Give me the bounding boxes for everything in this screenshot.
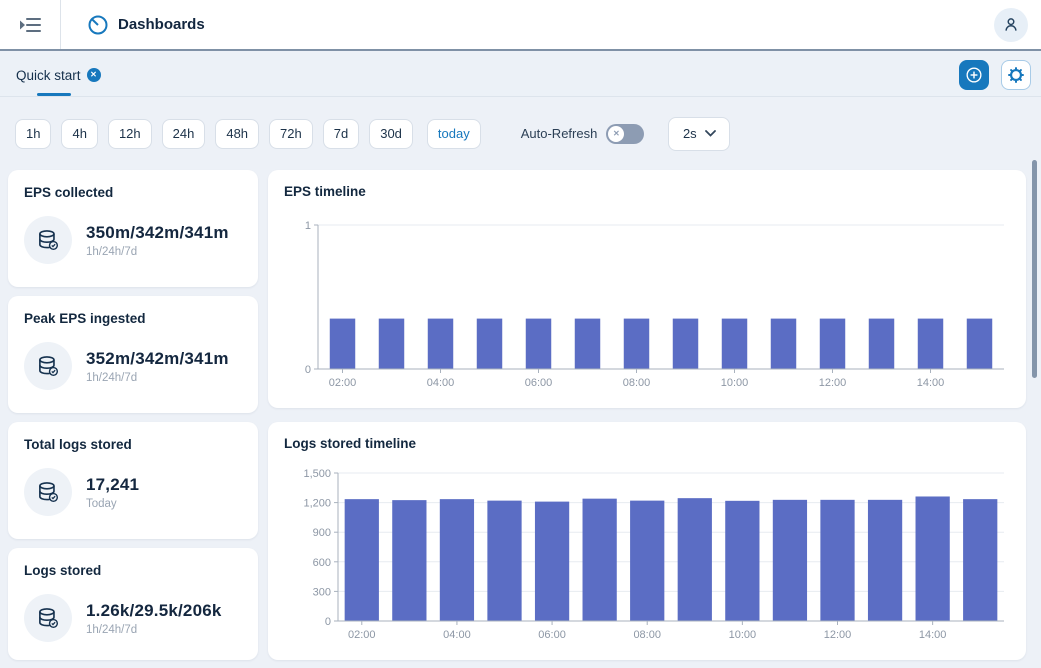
top-bar: Dashboards (0, 0, 1041, 51)
stat-card-title: Total logs stored (24, 437, 132, 452)
eps-timeline-bar-chart: 0 1 02:00 04:00 06:00 08:00 10:00 12:00 14:00 (305, 220, 1004, 389)
svg-text:02:00: 02:00 (348, 629, 376, 641)
stat-card-value: 352m/342m/341m (86, 348, 229, 368)
svg-text:900: 900 (313, 527, 331, 539)
svg-text:06:00: 06:00 (538, 629, 566, 641)
user-icon (1005, 17, 1017, 31)
auto-refresh-toggle[interactable]: ✕ (606, 123, 645, 144)
stat-card-title: EPS collected (24, 185, 114, 200)
stat-card-eps-collected: EPS collected 350m/342m/341m 1h/24h/7d (8, 170, 258, 287)
chart-card-logs-stored-timeline: Logs stored timeline 0 300 600 900 1,200 1,50… (268, 422, 1026, 660)
stat-card-title: Peak EPS ingested (24, 311, 146, 326)
svg-text:08:00: 08:00 (623, 377, 651, 389)
dashboards-logo-icon (88, 15, 108, 34)
chart-title: EPS timeline (284, 184, 366, 199)
database-icon (24, 468, 72, 516)
svg-text:300: 300 (313, 586, 331, 598)
stat-card-logs-stored: Logs stored 1.26k/29.5k/206k 1h/24h/7d (8, 548, 258, 660)
svg-text:14:00: 14:00 (919, 629, 947, 641)
stat-card-subtitle: 1h/24h/7d (86, 623, 138, 636)
range-button-72h[interactable]: 72h (269, 118, 313, 149)
svg-text:10:00: 10:00 (729, 629, 757, 641)
logs-stored-timeline-bar-chart: 0 300 600 900 1,200 1,500 02:00 04:00 06:00 08:00… (303, 468, 1004, 641)
svg-text:02:00: 02:00 (329, 377, 357, 389)
svg-text:1,500: 1,500 (303, 468, 331, 480)
svg-text:600: 600 (313, 557, 331, 569)
chevron-down-icon (704, 130, 716, 137)
range-button-30d[interactable]: 30d (369, 118, 413, 149)
svg-text:04:00: 04:00 (443, 629, 471, 641)
svg-text:04:00: 04:00 (427, 377, 455, 389)
gear-icon (1008, 67, 1024, 83)
stat-card-value: 17,241 (86, 474, 140, 494)
svg-text:10:00: 10:00 (721, 377, 749, 389)
stat-card-total-logs: Total logs stored 17,241 Today (8, 422, 258, 539)
stat-card-value: 1.26k/29.5k/206k (86, 600, 222, 620)
stat-card-title: Logs stored (24, 563, 102, 578)
user-avatar[interactable] (994, 7, 1028, 42)
vertical-scrollbar-thumb[interactable] (1032, 160, 1037, 378)
stat-card-peak-eps: Peak EPS ingested 352m/342m/341m 1h/24h/… (8, 296, 258, 413)
svg-text:08:00: 08:00 (633, 629, 661, 641)
range-button-today[interactable]: today (426, 118, 481, 149)
svg-text:0: 0 (305, 364, 311, 376)
menu-unfold-icon (20, 17, 41, 32)
plus-circle-icon (966, 67, 982, 83)
dashboard-settings-button[interactable] (1001, 60, 1031, 90)
tab-actions (959, 60, 1031, 90)
range-button-4h[interactable]: 4h (61, 118, 98, 149)
sidebar-toggle-button[interactable] (0, 0, 60, 49)
tab-close-icon[interactable]: ✕ (86, 68, 101, 82)
active-tab-underline (37, 93, 71, 96)
range-button-1h[interactable]: 1h (15, 118, 52, 149)
brand: Dashboards (87, 14, 205, 36)
stat-card-subtitle: 1h/24h/7d (86, 245, 138, 258)
svg-text:0: 0 (325, 616, 331, 628)
range-button-48h[interactable]: 48h (215, 118, 260, 149)
stat-card-subtitle: 1h/24h/7d (86, 371, 138, 384)
stat-card-subtitle: Today (86, 497, 117, 510)
stat-card-value: 350m/342m/341m (86, 222, 229, 242)
tab-label: Quick start (16, 67, 81, 83)
svg-text:06:00: 06:00 (525, 377, 553, 389)
refresh-interval-value: 2s (682, 126, 697, 141)
auto-refresh-label: Auto-Refresh (520, 126, 598, 141)
toggle-off-x-icon: ✕ (608, 125, 625, 142)
database-icon (24, 594, 72, 642)
topbar-divider (60, 0, 61, 49)
chart-card-eps-timeline: EPS timeline 0 1 02:00 04:00 06:00 08:00 10:00… (268, 170, 1026, 408)
range-button-12h[interactable]: 12h (107, 118, 152, 149)
svg-text:14:00: 14:00 (917, 377, 945, 389)
svg-text:1: 1 (305, 220, 311, 232)
tab-bar: Quick start ✕ (0, 53, 1041, 97)
svg-text:12:00: 12:00 (819, 377, 847, 389)
add-dashboard-button[interactable] (959, 60, 989, 90)
range-button-24h[interactable]: 24h (161, 118, 206, 149)
svg-text:1,200: 1,200 (303, 498, 331, 510)
database-icon (24, 342, 72, 390)
range-button-7d[interactable]: 7d (322, 118, 360, 149)
refresh-interval-select[interactable]: 2s (668, 116, 731, 151)
tab-quick-start[interactable]: Quick start ✕ (16, 53, 101, 97)
chart-title: Logs stored timeline (284, 436, 417, 451)
database-icon (24, 216, 72, 264)
time-range-toolbar: 1h 4h 12h 24h 48h 72h 7d 30d today Auto-… (15, 116, 1026, 151)
svg-text:12:00: 12:00 (824, 629, 852, 641)
page-title: Dashboards (118, 16, 205, 33)
